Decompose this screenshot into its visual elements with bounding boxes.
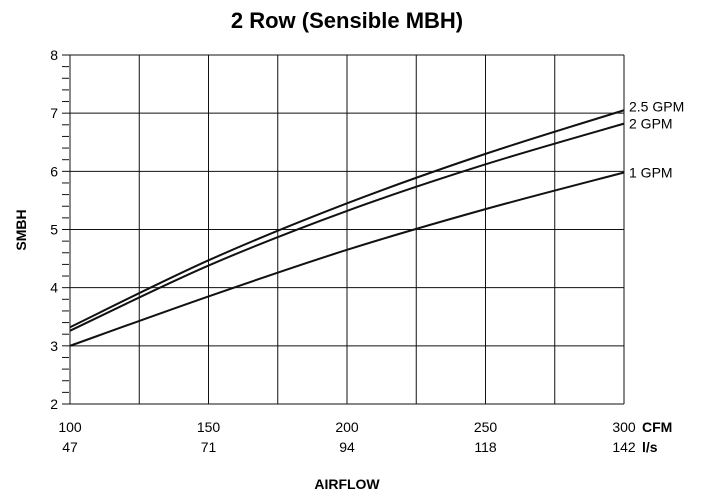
x-tick-label-ls: 142 [612, 439, 636, 455]
series-line [69, 171, 625, 347]
x-unit-secondary: l/s [642, 439, 658, 455]
series-label: 2 GPM [629, 116, 673, 132]
tick-labels: 2 3 4 5 6 7 8 100 47 150 71 200 94 250 118 300 142 CFM l/s… [50, 47, 684, 455]
x-tick-label-cfm: 200 [335, 419, 359, 435]
series-line [69, 109, 625, 329]
x-tick-label-cfm: 250 [474, 419, 498, 435]
y-tick-label: 8 [50, 47, 58, 63]
x-tick-label-cfm: 300 [612, 419, 636, 435]
y-tick-label: 5 [50, 222, 58, 238]
series-label: 2.5 GPM [629, 98, 684, 114]
series-label: 1 GPM [629, 164, 673, 180]
x-unit-primary: CFM [642, 419, 672, 435]
x-tick-label-cfm: 100 [58, 419, 82, 435]
chart-title: 2 Row (Sensible MBH) [231, 8, 463, 33]
x-tick-label-ls: 94 [339, 439, 355, 455]
y-axis-label: SMBH [13, 209, 29, 250]
x-tick-label-cfm: 150 [197, 419, 221, 435]
y-tick-label: 6 [50, 163, 58, 179]
y-tick-label: 7 [50, 105, 58, 121]
x-tick-label-ls: 47 [62, 439, 78, 455]
y-tick-label: 3 [50, 338, 58, 354]
x-tick-label-ls: 118 [474, 439, 497, 455]
y-tick-label: 2 [50, 396, 58, 412]
x-axis-label: AIRFLOW [314, 476, 380, 492]
grid [62, 54, 625, 405]
series-line [69, 122, 625, 332]
x-tick-label-ls: 71 [201, 439, 217, 455]
series-lines [69, 109, 625, 347]
y-tick-label: 4 [50, 280, 58, 296]
